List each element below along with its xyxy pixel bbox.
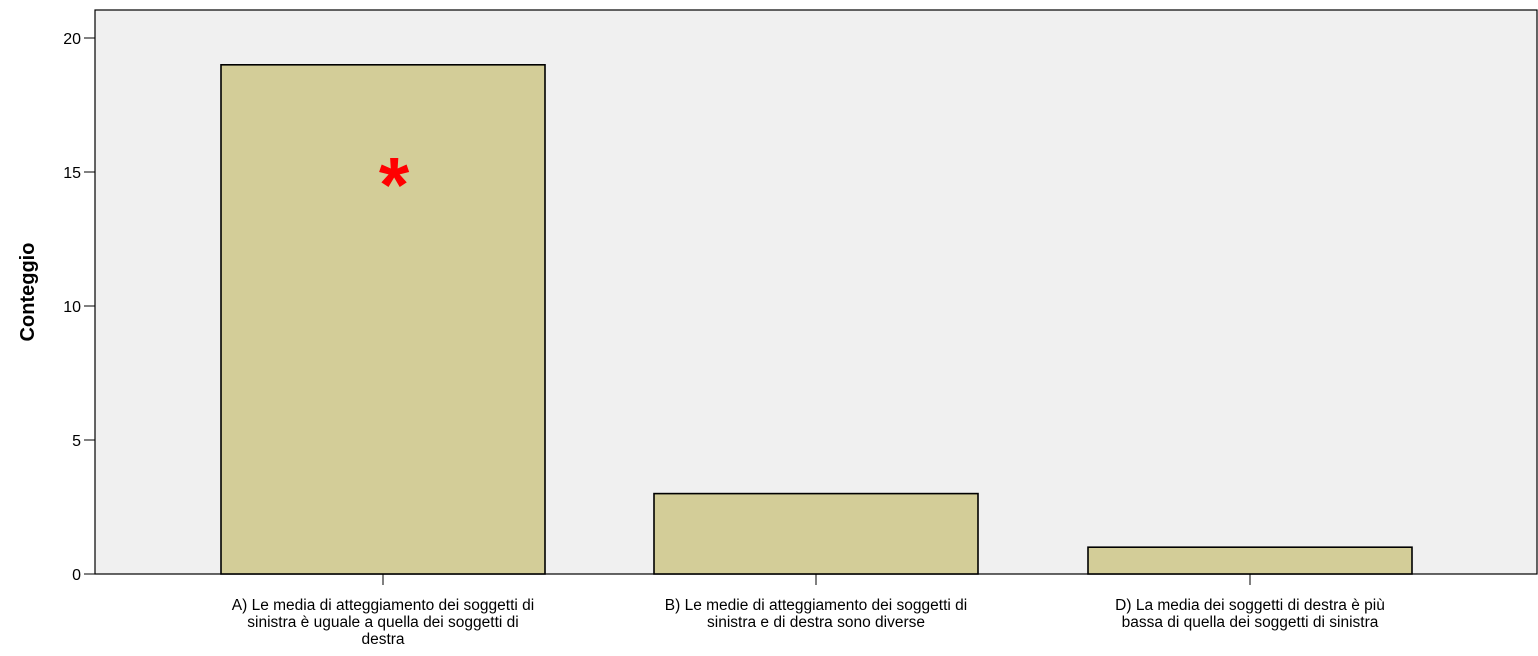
x-category-label-3: D) La media dei soggetti di destra è più… — [1115, 597, 1385, 631]
y-tick-label: 5 — [72, 433, 81, 450]
bar-3 — [1087, 546, 1413, 575]
y-axis: 0 5 10 15 20 — [63, 31, 95, 584]
bars-group — [220, 64, 1413, 575]
bar-1 — [220, 64, 546, 575]
y-tick-label: 20 — [63, 31, 81, 48]
bar-2 — [653, 492, 979, 575]
annotations-group: * — [379, 141, 410, 229]
y-tick-label: 10 — [63, 299, 81, 316]
x-category-label-2: B) Le medie di atteggiamento dei soggett… — [665, 597, 967, 631]
y-axis-label: Conteggio — [17, 243, 39, 342]
x-category-label-1: A) Le media di atteggiamento dei soggett… — [232, 597, 534, 648]
significance-asterisk: * — [379, 141, 410, 229]
x-axis: A) Le media di atteggiamento dei soggett… — [232, 574, 1385, 648]
y-tick-label: 0 — [72, 567, 81, 584]
y-tick-label: 15 — [63, 165, 81, 182]
